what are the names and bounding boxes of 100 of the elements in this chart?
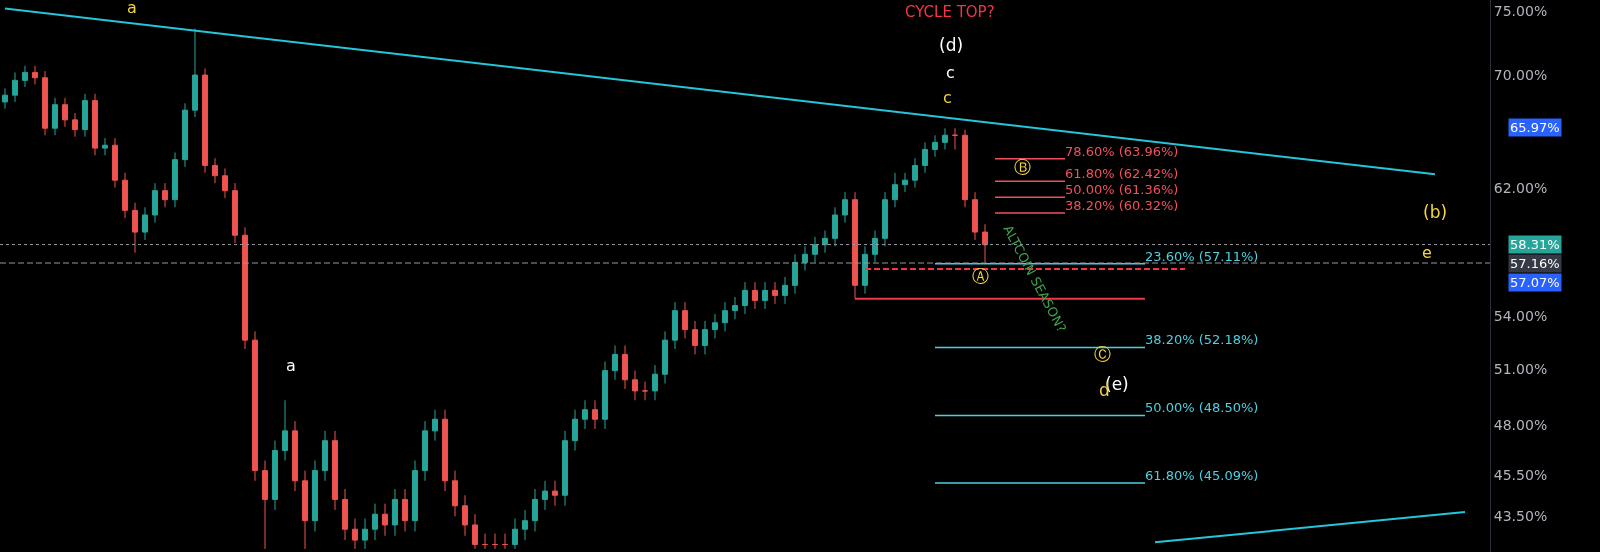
candlestick [892,172,898,208]
series-label: 38.20% (52.18%) [1145,332,1259,348]
candlestick [172,151,178,208]
candlestick [532,488,538,532]
candlestick [302,470,308,550]
candlestick [162,182,168,208]
series-label: 78.60% (63.96%) [1065,143,1179,159]
candlestick [112,137,118,189]
annotation: a [286,356,296,375]
candlestick [252,330,258,482]
series-label: 50.00% (61.36%) [1065,182,1179,198]
candlestick [652,364,658,401]
candlestick [342,488,348,541]
candlestick [312,459,318,532]
y-tick-label: 45.50% [1493,466,1548,483]
candlestick [612,344,618,381]
candlestick [702,320,708,355]
candlestick [52,97,58,136]
candlestick [372,503,378,541]
ref-line-label: 57.16% [1510,256,1560,271]
candlestick [22,65,28,88]
candlestick [692,320,698,355]
annotation: (d) [939,35,964,55]
candlestick [152,182,158,224]
candlestick [622,344,628,390]
y-tick-label: 48.00% [1493,416,1548,433]
y-tick-label: 54.00% [1493,307,1548,324]
candlestick [392,488,398,537]
candlestick [662,330,668,384]
candlestick [242,226,248,350]
annotation: CYCLE TOP? [905,3,995,21]
candlestick [972,191,978,241]
candlestick [902,172,908,193]
candlestick [672,301,678,350]
candlestick [2,87,8,110]
candlestick [82,93,88,138]
candlestick [922,141,928,174]
candlestick [422,420,428,482]
candlestick [782,276,788,305]
candlestick [932,134,938,158]
candlestick [742,281,748,315]
candlestick [192,28,198,118]
candlestick [542,480,548,511]
candlestick [202,67,208,174]
candlestick [592,399,598,430]
candlestick [832,206,838,247]
candlestick [722,301,728,332]
candlestick [92,93,98,156]
candlestick [42,70,48,136]
y-tick-label: 75.00% [1493,2,1548,19]
candlestick [262,459,268,550]
candlestick [442,409,448,492]
candlestick [72,112,78,138]
candlestick [182,102,188,168]
candlestick [982,223,988,263]
series-label: 50.00% (48.50%) [1145,400,1259,416]
series-label: 61.80% (45.09%) [1145,467,1259,483]
candlestick [412,459,418,532]
candlestick [142,206,148,241]
candlestick [452,470,458,517]
candlestick [332,430,338,511]
candlestick [522,509,528,541]
y-tick-label: 70.00% [1493,66,1548,83]
candlestick [712,313,718,339]
candlestick [292,420,298,492]
series-label: 61.80% (62.42%) [1065,166,1179,182]
candlestick [632,370,638,401]
candlestick [122,172,128,219]
candlestick [562,430,568,507]
candlestick [132,202,138,254]
candlestick [772,281,778,305]
candlestick [752,281,758,310]
candlestick [232,182,238,244]
candlestick [472,513,478,550]
text: 65.97% [1510,120,1560,135]
candlestick [212,157,218,184]
ref-line-label: 58.31% [1510,237,1560,252]
annotation: Ⓑ [1014,157,1031,177]
candlestick [762,281,768,310]
candlestick [912,157,918,189]
series-label: 23.60% (57.11%) [1145,248,1259,264]
series-label: 38.20% (60.32%) [1065,197,1179,213]
candlestick [572,409,578,452]
y-tick-label: 51.00% [1493,360,1548,377]
candlestick [12,71,18,103]
candlestick [732,296,738,320]
candlestick [432,409,438,442]
candlestick [852,191,858,300]
candlestick [942,127,948,151]
annotation: a [127,0,137,17]
y-tick-label: 43.50% [1493,508,1548,525]
y-tick-label: 62.00% [1493,179,1548,196]
candlestick [602,361,608,430]
candlestick [222,167,228,199]
candlestick [62,97,68,128]
candlestick [402,488,408,532]
candlestick [102,137,108,156]
candlestick [462,494,468,537]
candlestick [582,399,588,430]
candlestick [962,129,968,208]
